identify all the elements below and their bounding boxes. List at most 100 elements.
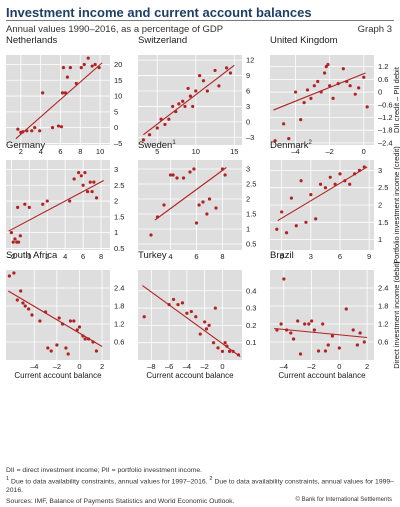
x-tick-label: 0 [27, 252, 31, 261]
data-point [18, 234, 22, 238]
data-point [228, 71, 233, 75]
data-point [41, 202, 45, 206]
x-tick-label: –2 [307, 362, 315, 371]
y-tick-label: 12 [246, 56, 254, 65]
data-point [56, 124, 61, 128]
data-point [341, 67, 345, 71]
data-point [90, 64, 94, 68]
panel-title-text: Switzerland [138, 35, 187, 46]
data-point [227, 349, 232, 353]
data-point [59, 125, 64, 129]
data-point [275, 227, 279, 231]
x-tick-label: 8 [220, 252, 224, 261]
data-point [326, 343, 330, 347]
data-point [236, 353, 241, 357]
data-point [75, 328, 79, 332]
data-point [181, 176, 186, 180]
panel-title-text: Brazil [270, 250, 294, 261]
panel-title-footnote-mark: 1 [172, 140, 176, 146]
data-point [214, 206, 218, 210]
data-point [86, 337, 91, 341]
panel-title-text: Sweden [138, 140, 172, 151]
x-tick-label: 0 [280, 252, 284, 261]
data-point [49, 349, 53, 353]
data-point [86, 56, 90, 60]
data-point [21, 130, 25, 134]
y-tick-label: 15 [114, 76, 122, 85]
data-point [82, 62, 86, 67]
x-tick-label: –2 [7, 252, 15, 261]
data-point [365, 105, 369, 109]
data-point [77, 171, 81, 175]
panel-switzerland: Switzerland 5 10 15 –3 0 3 6 9 12 [138, 35, 254, 156]
data-point [223, 173, 227, 177]
y-axis-label: Portfolio investment income (credit) [392, 146, 400, 264]
data-point [13, 237, 17, 241]
graph-number: Graph 3 [357, 24, 392, 35]
y-tick-label: 1.8 [114, 302, 124, 311]
data-point [205, 89, 209, 93]
data-point [43, 310, 48, 314]
data-point [163, 122, 167, 127]
data-point [46, 346, 50, 350]
data-point [147, 133, 152, 137]
data-point [217, 84, 221, 88]
data-point [223, 341, 227, 345]
data-point [94, 196, 99, 200]
panel-south-africa: South Africa –4 –2 0 2 0.6 1.2 1.8 2.4 Current ac… [6, 250, 124, 380]
data-point [175, 176, 179, 180]
top-rule [6, 20, 394, 21]
page-title: Investment income and current account ba… [6, 5, 312, 20]
data-point [171, 297, 176, 302]
data-point [207, 197, 212, 201]
fit-line [154, 167, 227, 221]
data-point [357, 168, 362, 172]
data-point [176, 303, 180, 307]
data-point [63, 91, 68, 95]
data-point [155, 215, 160, 219]
fit-line [273, 72, 366, 111]
fit-line [15, 62, 103, 140]
y-tick-label: 1.5 [378, 218, 388, 227]
data-point [155, 126, 159, 130]
panel-title-text: Netherlands [6, 35, 57, 46]
data-point [197, 203, 201, 207]
y-tick-label: –1.8 [378, 126, 393, 135]
y-tick-label: 0.4 [246, 286, 256, 295]
y-tick-label: 3 [378, 166, 382, 175]
data-point [333, 182, 337, 186]
data-point [207, 323, 211, 327]
data-point [141, 138, 145, 142]
data-point [198, 332, 202, 336]
data-point [23, 304, 27, 308]
data-point [68, 199, 72, 203]
data-point [337, 346, 341, 350]
data-point [280, 210, 284, 214]
y-tick-label: 1.2 [114, 320, 124, 329]
data-point [16, 205, 20, 209]
data-point [344, 307, 348, 311]
y-tick-label: 10 [114, 92, 122, 101]
data-point [185, 311, 189, 315]
panel-title-netherlands: Netherlands [6, 35, 57, 46]
x-tick-label: –2 [53, 362, 61, 371]
data-point [57, 316, 61, 320]
data-point [194, 221, 199, 225]
data-point [162, 203, 166, 207]
data-point [299, 179, 303, 183]
data-point [25, 129, 29, 133]
data-point [284, 231, 289, 235]
y-tick-label: 2 [378, 201, 382, 210]
y-tick-label: 0.6 [114, 338, 124, 347]
data-point [358, 331, 362, 335]
y-tick-label: 2.5 [378, 183, 388, 192]
y-tick-label: 3 [114, 165, 118, 174]
x-tick-label: 2 [100, 362, 104, 371]
y-axis-label: DII credit – PII debit [392, 66, 400, 133]
y-axis-label: Direct investment income (debit) [392, 261, 400, 369]
data-point [94, 349, 99, 353]
data-point [188, 94, 192, 98]
data-point [27, 307, 31, 311]
